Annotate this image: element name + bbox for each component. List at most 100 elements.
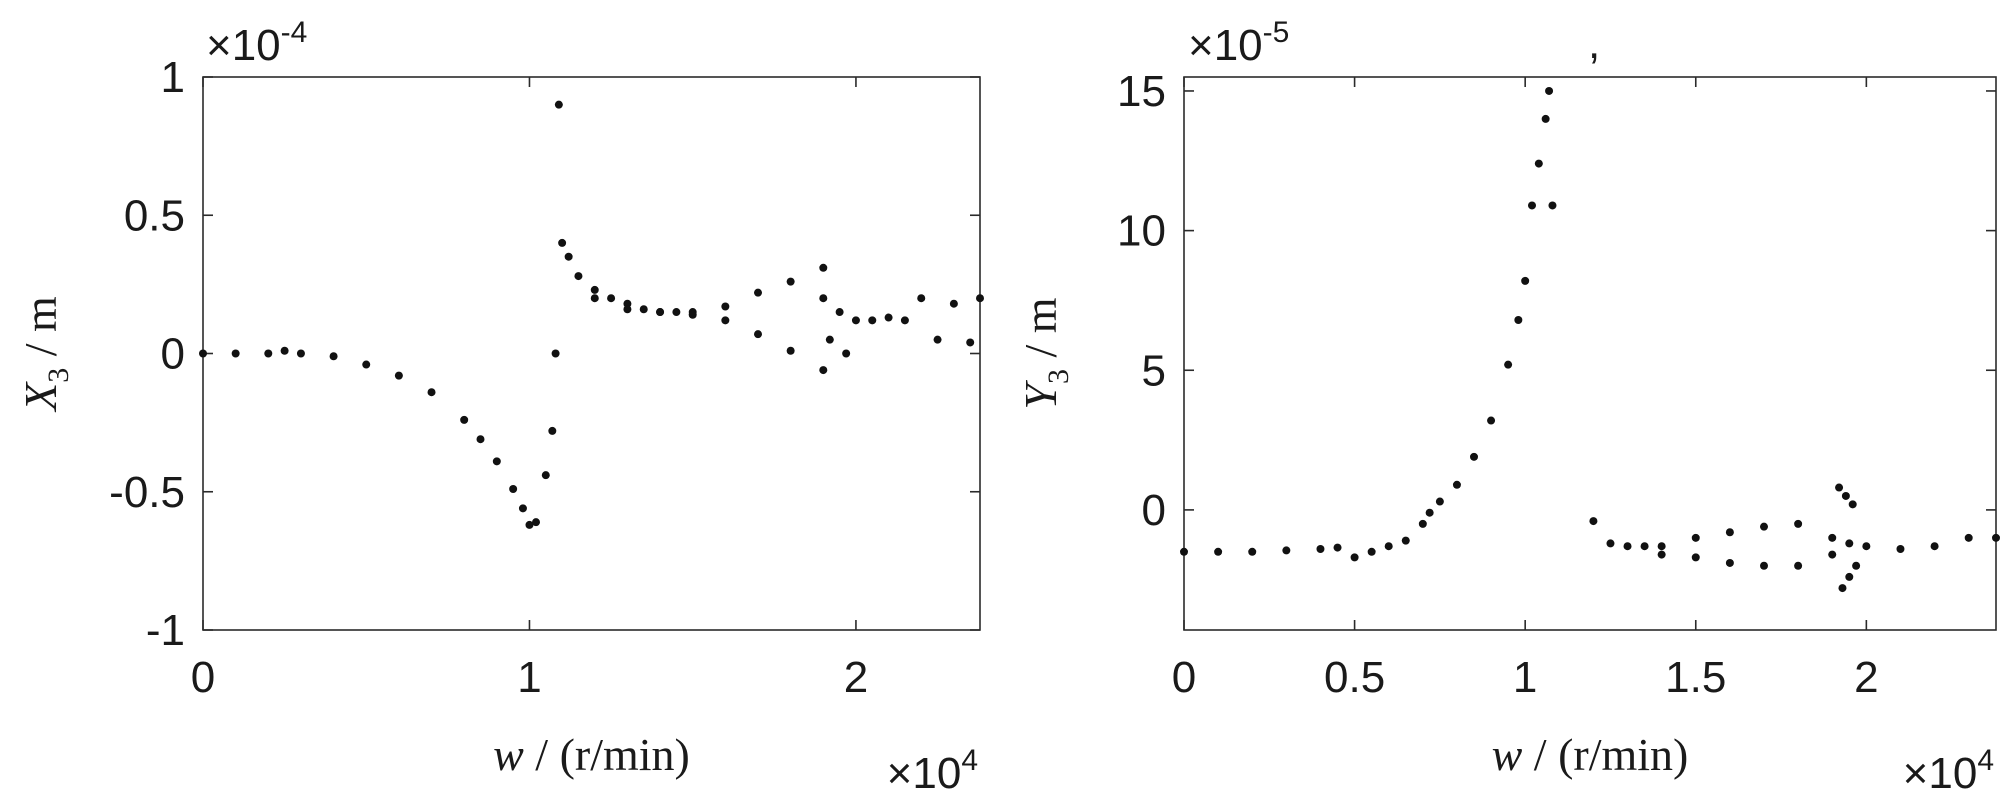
data-point-s1-20 [1528, 201, 1536, 210]
data-point-s1-24 [1548, 201, 1557, 210]
data-point-s1-5 [296, 349, 305, 358]
data-point-s3-10 [933, 335, 942, 344]
x-exponent-label: ×104 [1903, 744, 1994, 798]
data-point-s3-6 [868, 316, 877, 325]
data-point-s1-34 [819, 263, 828, 272]
data-point-s1-18 [1514, 315, 1523, 324]
data-point-s3-4 [1760, 561, 1768, 570]
data-point-s1-11 [476, 435, 485, 444]
data-point-s1-31 [721, 302, 730, 311]
data-point-s2-8 [819, 366, 828, 375]
data-point-s1-23 [574, 272, 583, 281]
data-point-s1-24 [590, 285, 599, 294]
data-point-s1-16 [532, 518, 540, 527]
data-point-s1-2 [231, 349, 240, 358]
data-point-s3-11 [949, 299, 958, 308]
data-point-s1-29 [672, 308, 681, 317]
data-point-s4-6 [1852, 561, 1861, 570]
data-point-s1-14 [1452, 480, 1461, 489]
x-axis-label: w / (r/min) [493, 729, 690, 780]
data-point-s1-4 [280, 346, 289, 355]
data-point-s2-2 [623, 305, 632, 314]
x-tick-label: 2 [844, 653, 868, 702]
data-point-s1-7 [1350, 553, 1359, 562]
x-axis-label: w / (r/min) [1492, 729, 1689, 780]
data-point-s3-9 [917, 294, 926, 303]
data-point-s4-3 [1841, 491, 1850, 500]
annotation-mark: , [1588, 19, 1600, 68]
y-exponent-label: ×10-4 [206, 16, 307, 70]
data-point-s1-12 [1425, 508, 1434, 517]
data-point-s1-26 [623, 299, 632, 308]
data-point-s3-3 [835, 308, 844, 317]
data-point-s1-13 [509, 484, 518, 493]
data-point-s1-6 [329, 352, 338, 361]
y-axis-label: Y3 / m [1015, 297, 1075, 409]
data-point-s1-8 [394, 371, 403, 380]
data-point-s1-25 [607, 294, 616, 303]
x-exponent-label: ×104 [887, 744, 978, 798]
data-point-s1-16 [1487, 416, 1496, 425]
data-point-s3-5 [1794, 561, 1803, 570]
data-point-s1-11 [1418, 519, 1427, 528]
data-point-s2-14 [1930, 542, 1939, 551]
data-point-s1-21 [558, 238, 567, 247]
data-point-s1-20 [554, 100, 563, 109]
data-point-s4-4 [1845, 572, 1854, 581]
data-point-s2-13 [1896, 545, 1905, 554]
data-point-s1-2 [1214, 547, 1223, 556]
data-point-s2-6 [1691, 533, 1700, 542]
data-point-s2-6 [754, 330, 762, 339]
data-point-s1-21 [1534, 159, 1543, 168]
x-tick-label: 0 [1172, 653, 1196, 702]
data-point-s4-2 [1838, 584, 1847, 593]
data-point-s2-15 [1964, 533, 1973, 542]
data-point-s3-13 [976, 294, 984, 303]
data-point-s1-1 [199, 349, 207, 358]
data-point-s1-15 [1470, 452, 1478, 461]
x-tick-label: 1 [517, 653, 541, 702]
data-point-s3-6 [1828, 550, 1837, 559]
data-point-s2-3 [1623, 542, 1632, 551]
data-point-s2-4 [688, 310, 697, 319]
data-point-s1-13 [1435, 497, 1444, 506]
data-point-s2-16 [1992, 533, 2000, 542]
data-point-s1-22 [564, 252, 573, 261]
data-point-s1-17 [541, 471, 550, 480]
data-point-s3-2 [825, 335, 834, 344]
data-point-s2-7 [786, 346, 795, 355]
data-point-s1-12 [492, 457, 501, 466]
data-point-s1-17 [1504, 360, 1513, 369]
data-point-s3-5 [851, 316, 860, 325]
data-point-s2-3 [656, 308, 665, 317]
data-point-s1-1 [1180, 547, 1188, 556]
data-point-s2-5 [721, 316, 730, 325]
data-point-s1-5 [1316, 545, 1325, 554]
y-exponent-label: ×10-5 [1188, 16, 1289, 70]
x-tick-label: 1.5 [1665, 653, 1726, 702]
data-point-s3-8 [900, 316, 909, 325]
chart-panel-1: 0 1 2 -1 -0.5 0 0.5 1 ×10-4 ×104 w / (r/min) X3 / m [15, 16, 984, 798]
y-tick-label: 15 [1117, 67, 1166, 116]
data-point-s2-9 [1794, 519, 1803, 528]
data-point-s1-18 [548, 426, 557, 435]
plot-frame [1183, 76, 1997, 631]
x-tick-label: 0 [191, 653, 215, 702]
data-point-s1-33 [786, 277, 795, 286]
y-tick-label: 0 [1142, 486, 1166, 535]
data-point-s4-1 [1835, 483, 1844, 492]
data-point-s1-3 [1248, 547, 1257, 556]
data-point-s2-5 [1657, 542, 1666, 551]
data-point-s3-3 [1725, 558, 1734, 567]
data-point-s3-7 [884, 313, 893, 322]
data-point-s2-8 [1760, 522, 1768, 531]
data-point-s2-10 [1828, 533, 1837, 542]
plot-frame [202, 76, 981, 631]
data-point-s1-4 [1282, 546, 1291, 555]
x-tick-label: 1 [1513, 653, 1537, 702]
y-tick-label: 0.5 [124, 191, 185, 240]
data-point-s1-27 [639, 305, 648, 314]
data-point-s2-1 [1589, 517, 1598, 526]
data-point-s1-9 [427, 388, 436, 397]
